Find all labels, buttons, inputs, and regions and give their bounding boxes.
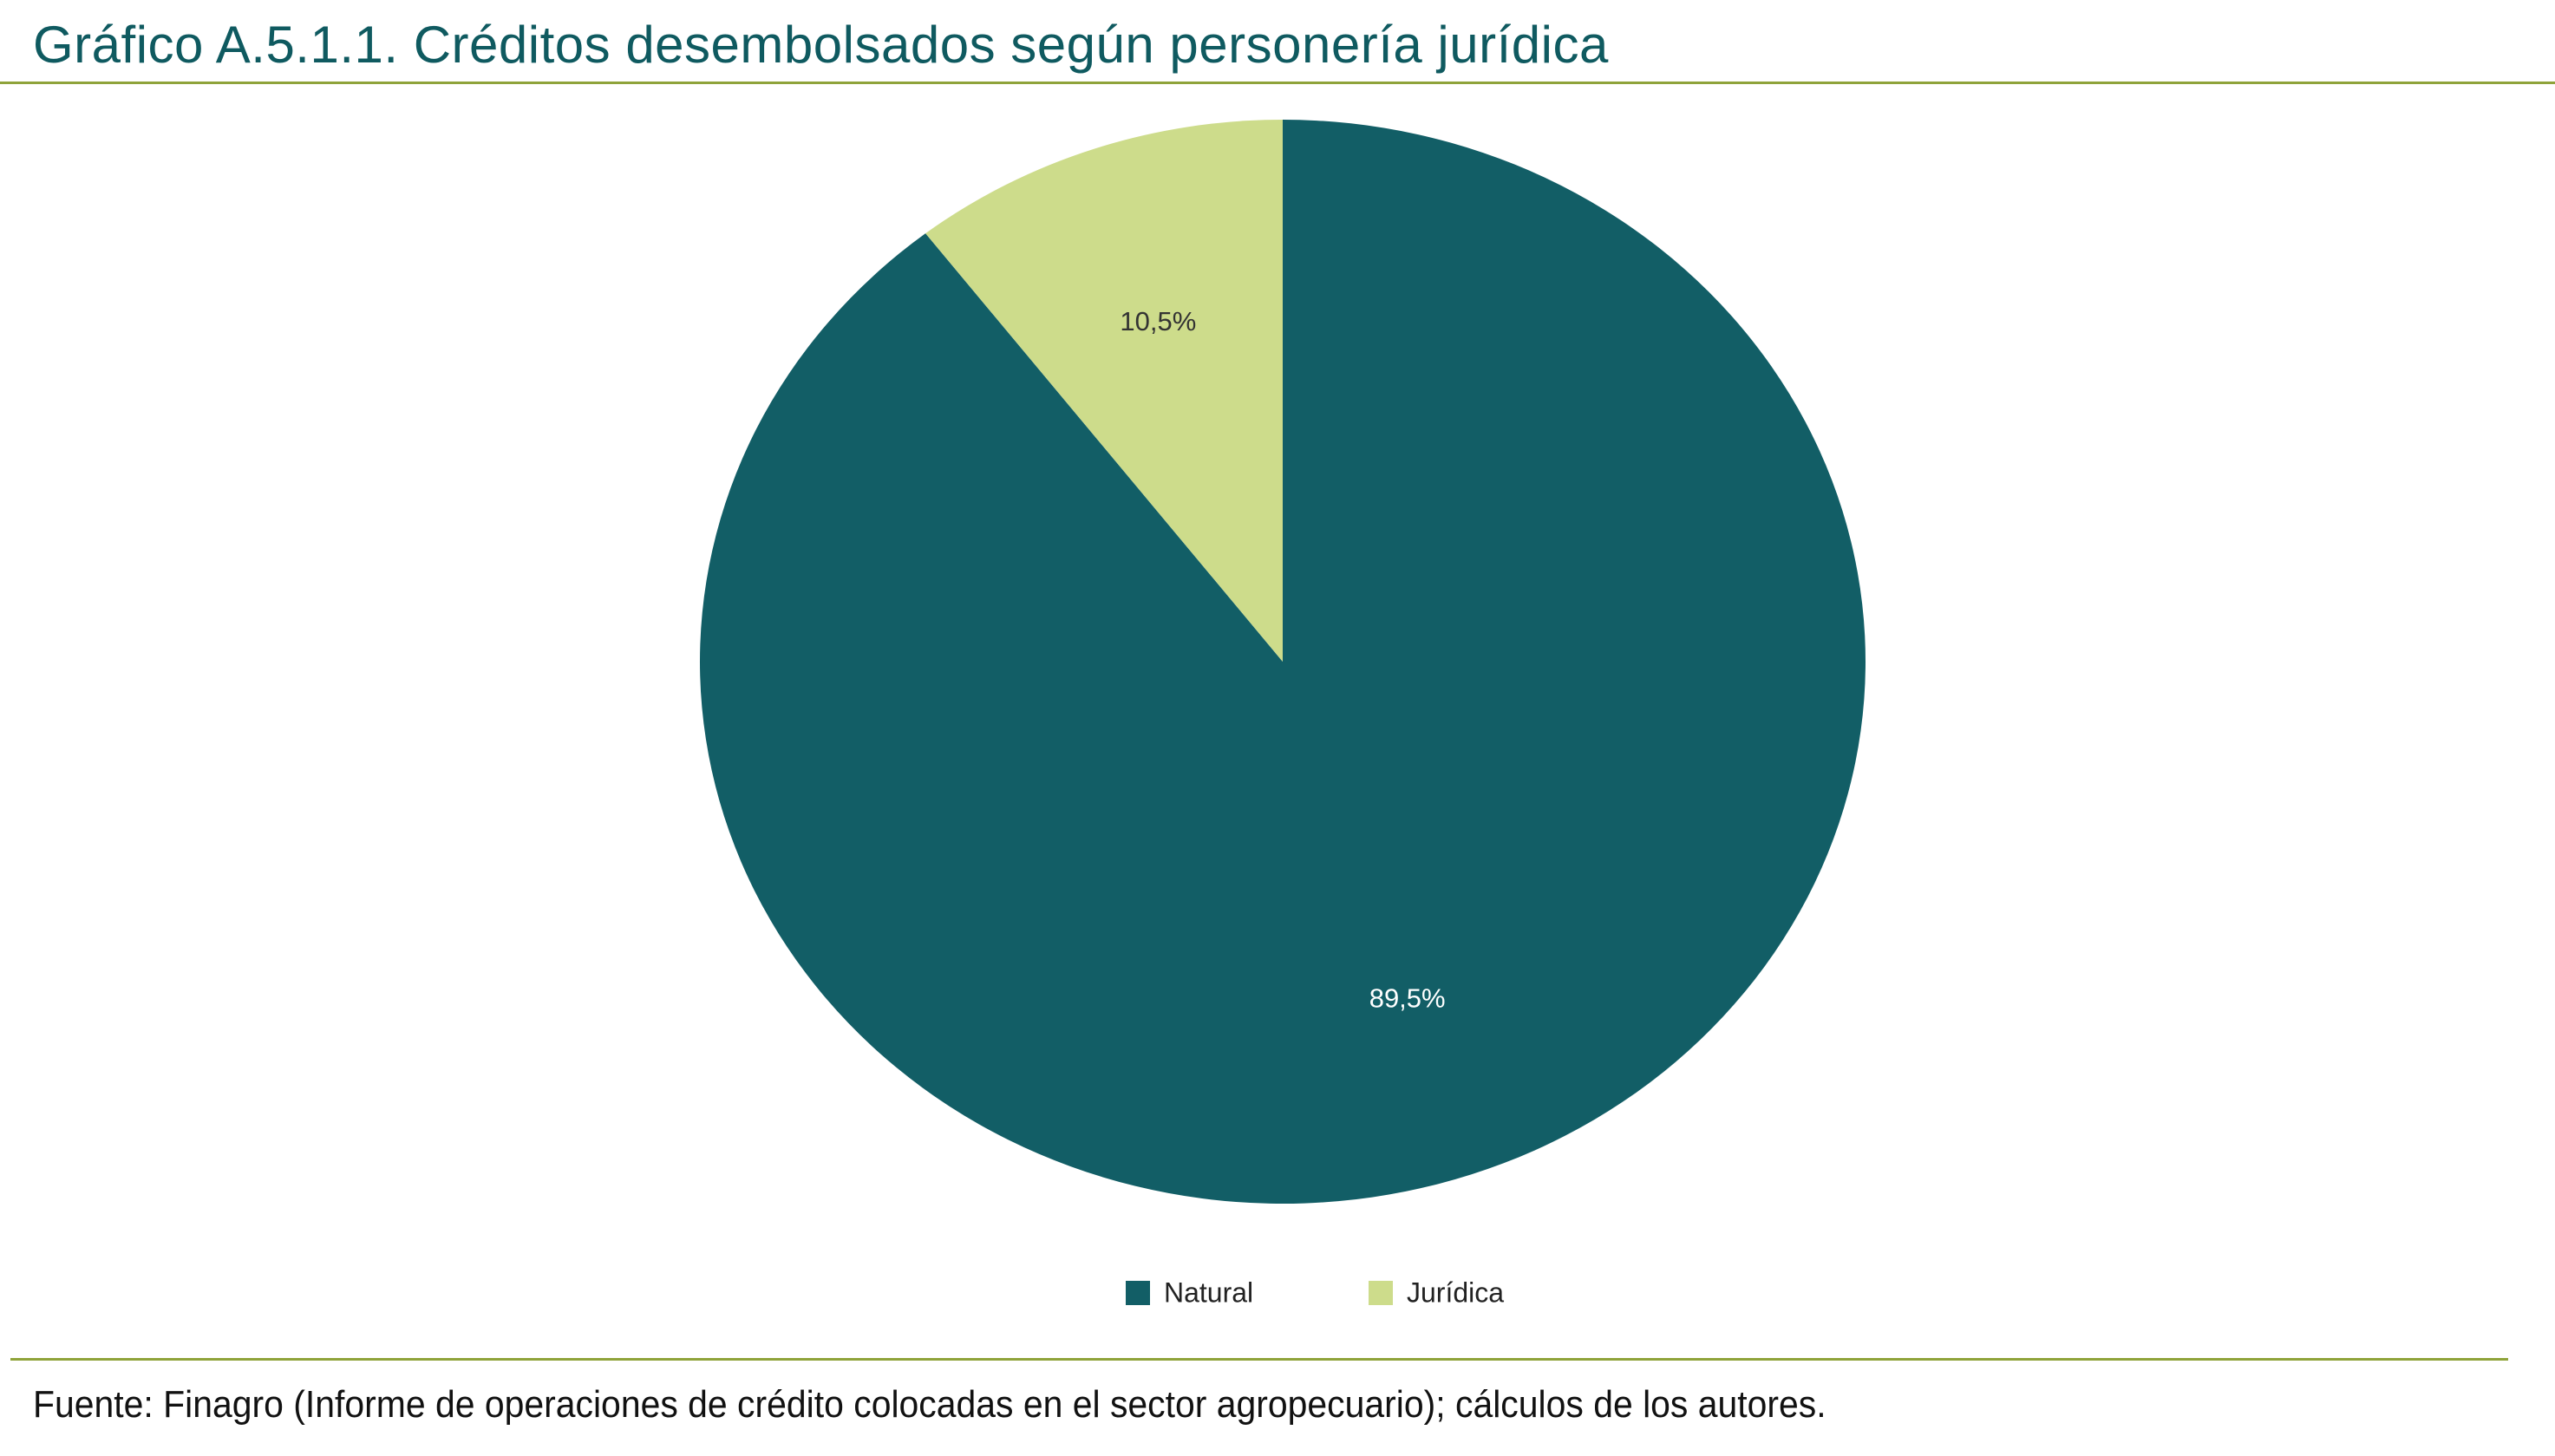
legend-swatch bbox=[1126, 1281, 1150, 1305]
chart-legend: Natural Jurídica bbox=[1126, 1276, 1504, 1308]
pie-slice-jurdica bbox=[925, 120, 1283, 662]
legend-label: Jurídica bbox=[1407, 1276, 1504, 1308]
legend-swatch bbox=[1369, 1281, 1393, 1305]
source-divider bbox=[10, 1358, 2508, 1361]
source-note: Fuente: Finagro (Informe de operaciones … bbox=[33, 1383, 1826, 1426]
title-divider bbox=[0, 82, 2555, 84]
pie-data-label: 10,5% bbox=[1120, 306, 1196, 336]
pie-data-label: 89,5% bbox=[1369, 983, 1446, 1013]
chart-title: Gráfico A.5.1.1. Créditos desembolsados … bbox=[33, 16, 1609, 74]
legend-label: Natural bbox=[1164, 1276, 1253, 1308]
pie-data-labels: 89,5% 10,5% bbox=[1120, 306, 1445, 1014]
pie-slices bbox=[699, 120, 1866, 1204]
